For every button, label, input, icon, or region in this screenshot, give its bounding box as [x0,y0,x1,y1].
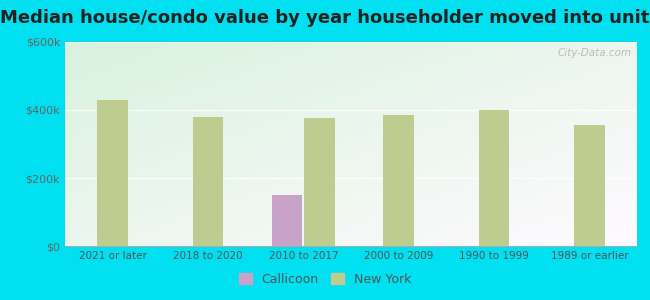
Text: Median house/condo value by year householder moved into unit: Median house/condo value by year househo… [0,9,650,27]
Bar [384,115,414,246]
Bar [304,118,335,246]
Bar [193,117,223,246]
Bar [479,110,509,246]
Bar [574,125,605,246]
Bar [98,100,128,246]
Bar [272,195,302,246]
Text: City-Data.com: City-Data.com [557,48,631,58]
Legend: Callicoon, New York: Callicoon, New York [234,268,416,291]
